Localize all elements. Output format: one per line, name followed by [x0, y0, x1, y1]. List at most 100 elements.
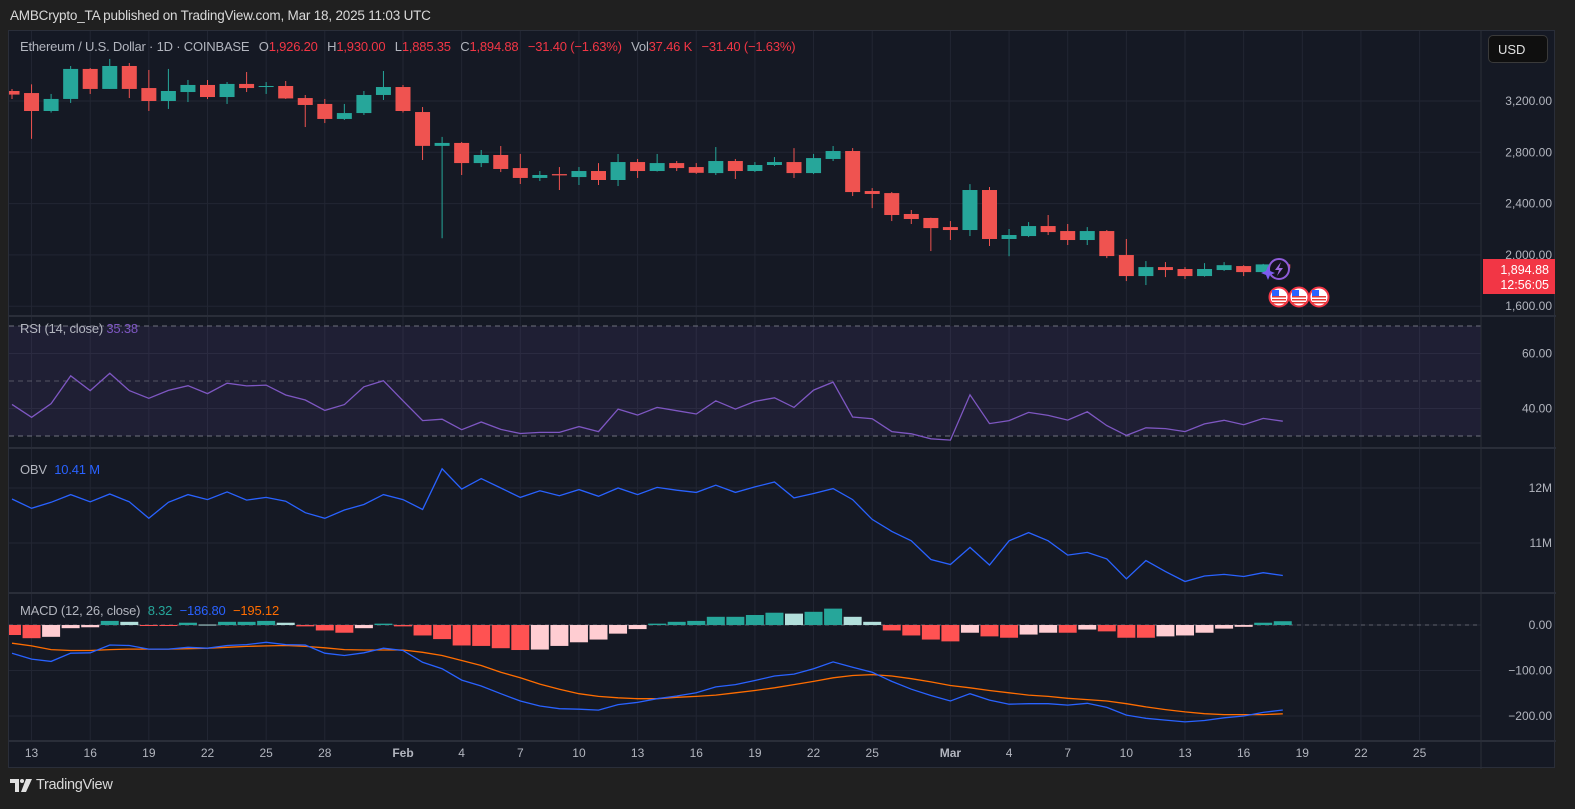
macd-histogram-bar	[1019, 625, 1038, 635]
macd-histogram-bar	[941, 625, 960, 642]
y-axis-label: 1,600.00	[1505, 299, 1552, 313]
us-flag-event-icon[interactable]	[1288, 286, 1310, 308]
candle	[395, 84, 411, 113]
candle-body	[9, 90, 20, 95]
macd-histogram-bar	[1097, 625, 1116, 632]
candle	[473, 149, 489, 168]
candle-body	[571, 171, 587, 178]
obv-label: OBV	[20, 462, 47, 477]
time-axis-label: 25	[866, 746, 880, 760]
currency-button[interactable]: USD	[1488, 35, 1548, 63]
candle	[63, 65, 79, 103]
candle	[1216, 262, 1232, 271]
candle	[1236, 265, 1252, 277]
candle	[200, 79, 215, 99]
candle-body	[1138, 267, 1154, 277]
candle-body	[630, 162, 646, 172]
candle	[454, 142, 470, 176]
macd-histogram-bar	[785, 613, 803, 625]
candle-body	[239, 83, 255, 89]
y-axis-label: 2,400.00	[1505, 197, 1552, 211]
obv-panel	[11, 467, 1283, 583]
candle	[766, 157, 782, 167]
candle-body	[336, 113, 352, 119]
chart-canvas[interactable]: 13 16 19 22 25 28 Feb 4 7 10 13 16 19 22 25 Mar 4 7 10 13 16…	[9, 31, 1556, 769]
candle-body	[786, 162, 802, 174]
macd-histogram-bar	[139, 625, 158, 626]
y-axis-label: 0.00	[1529, 618, 1553, 632]
high-label: H	[327, 39, 337, 54]
candle-body	[1079, 231, 1095, 241]
candle-body	[708, 161, 724, 174]
candle-body	[806, 158, 822, 174]
y-axis-label: 12M	[1529, 481, 1552, 495]
y-axis-label: 60.00	[1522, 347, 1552, 361]
macd-histogram-bar	[1058, 625, 1077, 633]
volume-value: 37.46 K	[648, 39, 693, 54]
candle-body	[454, 142, 470, 164]
candle-body	[375, 87, 391, 95]
time-axis-label: 13	[25, 746, 39, 760]
last-price-value: 1,894.88	[1500, 263, 1549, 277]
macd-histogram-bar	[589, 625, 608, 640]
candle-body	[82, 68, 98, 89]
candle-body	[63, 68, 79, 99]
candle	[845, 148, 861, 197]
obv-legend[interactable]: OBV 10.41 M	[20, 462, 100, 477]
macd-histogram-bar	[980, 625, 999, 637]
macd-legend[interactable]: MACD (12, 26, close) 8.32 −186.80 −195.1…	[20, 603, 279, 618]
rsi-panel	[11, 372, 1283, 441]
macd-histogram-bar	[745, 614, 764, 625]
candle-body	[1157, 267, 1173, 271]
candle	[141, 69, 157, 112]
candle	[1040, 215, 1056, 236]
candle-body	[160, 90, 176, 101]
tradingview-brand[interactable]: TradingView	[10, 777, 113, 793]
symbol-name[interactable]: Ethereum / U.S. Dollar · 1D · COINBASE	[20, 39, 250, 54]
candle-body	[1040, 226, 1056, 233]
macd-histogram-bar	[354, 625, 373, 629]
macd-histogram-bar	[22, 625, 41, 639]
obv-value: 10.41 M	[54, 462, 100, 477]
candle-body	[141, 88, 157, 101]
macd-histogram-bar	[1176, 625, 1194, 636]
candle-body	[884, 193, 900, 216]
macd-histogram-bar	[178, 622, 197, 625]
candle	[903, 210, 919, 224]
candle	[493, 146, 509, 173]
open-value: 1,926.20	[268, 39, 318, 54]
candle	[884, 192, 900, 222]
macd-histogram-bar	[667, 621, 686, 625]
y-axis-label: 3,200.00	[1505, 94, 1552, 108]
candle-body	[962, 190, 978, 231]
close-value: 1,894.88	[469, 39, 519, 54]
lightning-circle-icon[interactable]	[1268, 258, 1290, 280]
time-axis-label: 7	[1064, 746, 1071, 760]
macd-histogram-bar	[863, 621, 882, 625]
candle	[9, 88, 20, 99]
y-axis-label: −200.00	[1508, 709, 1552, 723]
candle	[1118, 238, 1134, 282]
rsi-legend[interactable]: RSI (14, close) 35.38	[20, 321, 138, 336]
us-flag-event-icon[interactable]	[1308, 286, 1330, 308]
macd-histogram-bar	[765, 612, 784, 625]
macd-histogram-bar	[921, 625, 940, 640]
us-flag-event-icon[interactable]	[1268, 286, 1290, 308]
candle	[532, 171, 548, 182]
price-change: −31.40 (−1.63%)	[527, 39, 622, 54]
candle	[688, 163, 704, 174]
chart-frame[interactable]: 13 16 19 22 25 28 Feb 4 7 10 13 16 19 22 25 Mar 4 7 10 13 16…	[8, 30, 1556, 769]
macd-histogram-bar	[198, 624, 217, 626]
candle	[747, 162, 763, 173]
macd-histogram-bar	[61, 625, 80, 629]
symbol-legend: Ethereum / U.S. Dollar · 1D · COINBASE O…	[20, 39, 796, 54]
candle	[278, 80, 294, 99]
rsi-band	[9, 325, 1481, 437]
candle-body	[669, 163, 685, 169]
last-price-label: 1,894.88 12:56:05	[1483, 259, 1555, 294]
axes: 13 16 19 22 25 28 Feb 4 7 10 13 16 19 22 25 Mar 4 7 10 13 16…	[9, 31, 1556, 769]
macd-line	[11, 641, 1283, 723]
macd-histogram-bar	[100, 620, 119, 625]
macd-histogram-bar	[472, 625, 491, 646]
candle	[1138, 261, 1154, 286]
